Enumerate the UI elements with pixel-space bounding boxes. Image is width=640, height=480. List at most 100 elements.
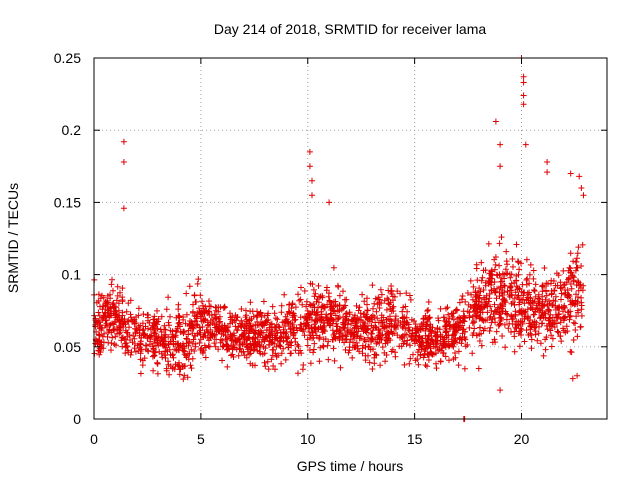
data-point — [485, 240, 492, 247]
data-point — [154, 370, 161, 377]
data-point — [560, 325, 566, 332]
data-point — [511, 333, 518, 340]
data-point — [342, 321, 349, 328]
data-point — [308, 316, 315, 323]
data-point — [402, 331, 408, 338]
data-point — [513, 325, 520, 332]
data-point — [411, 337, 418, 344]
data-point — [206, 308, 213, 315]
data-point — [476, 292, 483, 299]
data-point — [450, 356, 457, 363]
data-point — [153, 342, 159, 349]
data-point — [278, 350, 285, 357]
data-point — [272, 315, 279, 322]
data-point — [120, 321, 127, 328]
data-point — [508, 291, 515, 298]
data-point — [469, 350, 476, 357]
data-point — [139, 362, 146, 369]
data-point — [123, 308, 130, 315]
data-point — [354, 345, 361, 352]
data-point — [573, 313, 580, 320]
data-point — [523, 327, 530, 334]
data-point — [257, 310, 264, 317]
data-point — [150, 367, 157, 374]
data-point — [496, 240, 503, 247]
data-point — [224, 363, 231, 370]
data-point — [223, 341, 229, 348]
data-point — [329, 327, 336, 334]
data-point — [379, 323, 386, 330]
data-point — [373, 324, 380, 331]
data-point — [165, 358, 171, 365]
data-point — [273, 343, 280, 350]
data-point — [290, 310, 297, 317]
data-point — [446, 315, 453, 322]
data-point — [202, 354, 209, 361]
data-point — [450, 340, 456, 347]
data-point — [552, 293, 559, 300]
data-point — [252, 362, 258, 369]
data-point — [544, 169, 551, 176]
data-point — [534, 337, 541, 344]
data-point — [158, 329, 165, 335]
data-point — [473, 265, 480, 272]
data-point — [202, 344, 209, 351]
data-point — [355, 307, 362, 314]
data-point — [188, 365, 195, 372]
data-point — [369, 327, 376, 334]
data-point — [385, 330, 392, 336]
data-point — [471, 318, 477, 324]
data-point — [180, 330, 187, 337]
data-point — [572, 320, 579, 327]
data-point — [162, 331, 169, 338]
data-point — [501, 275, 508, 282]
data-point — [415, 361, 422, 368]
data-point — [557, 319, 564, 326]
data-point — [516, 299, 523, 306]
data-point — [198, 318, 205, 325]
data-point — [182, 320, 189, 327]
data-point — [543, 280, 550, 287]
data-point — [247, 299, 254, 306]
data-point — [282, 334, 289, 341]
data-point — [546, 298, 553, 305]
data-point — [484, 309, 491, 316]
data-point — [215, 346, 222, 353]
data-point — [434, 337, 441, 344]
data-point — [509, 316, 516, 323]
data-point — [387, 288, 394, 295]
data-point — [511, 301, 518, 308]
data-point — [352, 324, 358, 331]
data-point — [492, 288, 499, 295]
data-point — [507, 274, 514, 281]
data-point — [486, 270, 493, 277]
data-point — [516, 343, 523, 350]
data-point — [310, 334, 317, 341]
data-point — [104, 333, 111, 340]
data-point — [340, 314, 347, 320]
data-point — [416, 334, 423, 340]
data-point — [295, 291, 301, 298]
data-point — [278, 360, 285, 367]
data-point — [101, 330, 108, 337]
data-point — [322, 328, 328, 335]
data-point — [247, 360, 254, 367]
data-point — [368, 337, 375, 344]
data-point — [493, 328, 500, 335]
data-point — [363, 329, 370, 336]
data-point — [260, 298, 267, 305]
data-point — [281, 291, 288, 298]
data-point — [547, 327, 554, 334]
data-point — [480, 287, 487, 293]
data-point — [402, 303, 409, 310]
data-point — [313, 332, 320, 339]
data-point — [373, 308, 380, 315]
data-point — [211, 340, 218, 347]
x-axis-label: GPS time / hours — [297, 458, 404, 474]
data-point — [298, 284, 304, 291]
data-point — [217, 336, 224, 343]
data-point — [408, 316, 415, 323]
data-point — [161, 322, 168, 329]
data-point — [119, 320, 126, 327]
data-point — [432, 333, 439, 340]
